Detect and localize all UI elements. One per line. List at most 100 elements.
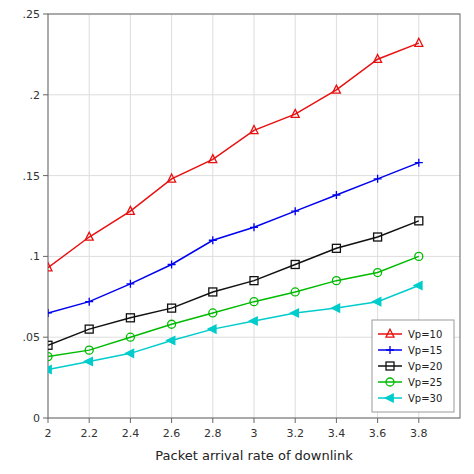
- legend-label: Vp=25: [408, 377, 442, 388]
- point: [374, 233, 382, 241]
- tick-y: [43, 175, 48, 176]
- point: [291, 260, 299, 268]
- point: [168, 304, 176, 312]
- legend-label: Vp=20: [408, 361, 442, 372]
- legend: Vp=10 Vp=15 Vp=20 Vp=25 Vp=30: [372, 320, 454, 412]
- tick-x: [295, 418, 296, 423]
- point: [332, 277, 340, 285]
- point: [332, 304, 340, 312]
- grid-line-x: [89, 14, 90, 418]
- point: [209, 288, 217, 296]
- point: [209, 155, 217, 163]
- point: [374, 269, 382, 277]
- legend-box: [372, 320, 454, 412]
- legend-line: [378, 381, 402, 383]
- point: [290, 309, 298, 317]
- legend-line: [378, 333, 402, 335]
- point: [208, 325, 216, 333]
- series-line: [48, 221, 419, 345]
- grid-line-x: [254, 14, 255, 418]
- plot-frame: [48, 14, 460, 418]
- point: [415, 159, 423, 167]
- tick-label-x: 3: [251, 427, 258, 440]
- point: [168, 174, 176, 182]
- tick-label-y: .25: [23, 8, 41, 21]
- legend-item: Vp=30: [378, 393, 442, 404]
- tick-x: [254, 418, 255, 423]
- tick-label-x: 3.8: [410, 427, 428, 440]
- point: [209, 309, 217, 317]
- tick-x: [89, 418, 90, 423]
- point: [126, 314, 134, 322]
- tick-x: [171, 418, 172, 423]
- point: [48, 309, 52, 317]
- tick-y: [43, 418, 48, 419]
- point: [85, 232, 93, 240]
- point: [168, 260, 176, 268]
- legend-marker: [386, 378, 394, 386]
- legend-item: Vp=25: [378, 377, 442, 388]
- tick-label-x: 2.8: [204, 427, 222, 440]
- plot-background: [48, 14, 460, 418]
- point: [415, 217, 423, 225]
- point: [250, 298, 258, 306]
- point: [84, 357, 92, 365]
- point: [250, 126, 258, 134]
- point: [291, 109, 299, 117]
- tick-label-x: 3.6: [369, 427, 387, 440]
- tick-label-y: 0: [33, 412, 40, 425]
- point: [374, 54, 382, 62]
- grid-line-x: [336, 14, 337, 418]
- grid-line-y: [48, 94, 460, 95]
- point: [126, 349, 134, 357]
- series: [48, 252, 423, 360]
- tick-label-x: 2.2: [80, 427, 98, 440]
- tick-label-y: .15: [23, 170, 41, 183]
- grid-line-x: [171, 14, 172, 418]
- point: [126, 280, 134, 288]
- tick-label-y: .2: [30, 89, 41, 102]
- point: [291, 207, 299, 215]
- tick-y: [43, 337, 48, 338]
- legend-item: Vp=20: [378, 361, 442, 372]
- point: [48, 341, 52, 349]
- tick-label-x: 2.6: [163, 427, 181, 440]
- data: [48, 38, 423, 373]
- tick-y: [43, 14, 48, 15]
- legend-label: Vp=15: [408, 345, 442, 356]
- tick-label-x: 2: [45, 427, 52, 440]
- point: [414, 281, 422, 289]
- series: [48, 217, 423, 349]
- point: [168, 320, 176, 328]
- legend-marker: [386, 329, 394, 337]
- legend-label: Vp=10: [408, 329, 442, 340]
- legend-item: Vp=15: [378, 345, 442, 356]
- tick-label-y: .1: [30, 250, 41, 263]
- point: [415, 38, 423, 46]
- series: [48, 281, 422, 373]
- tick-x: [377, 418, 378, 423]
- series: [48, 38, 423, 271]
- tick-x: [418, 418, 419, 423]
- point: [374, 175, 382, 183]
- tick-x: [48, 418, 49, 423]
- legend-label: Vp=30: [408, 393, 442, 404]
- series-line: [48, 285, 419, 369]
- point: [332, 244, 340, 252]
- tick-label-y: .05: [23, 331, 41, 344]
- tick-label-x: 2.4: [122, 427, 140, 440]
- series: [48, 159, 423, 317]
- grid-line-x: [212, 14, 213, 418]
- legend-line: [378, 365, 402, 367]
- point: [48, 366, 51, 374]
- point: [250, 223, 258, 231]
- point: [85, 325, 93, 333]
- point: [48, 263, 52, 271]
- legend-item: Vp=10: [378, 329, 442, 340]
- point: [85, 298, 93, 306]
- grid-line-x: [295, 14, 296, 418]
- point: [48, 353, 52, 361]
- point: [85, 346, 93, 354]
- axes: 22.22.42.62.833.23.43.63.80.05.1.15.2.25…: [23, 8, 461, 463]
- grid-line-y: [48, 256, 460, 257]
